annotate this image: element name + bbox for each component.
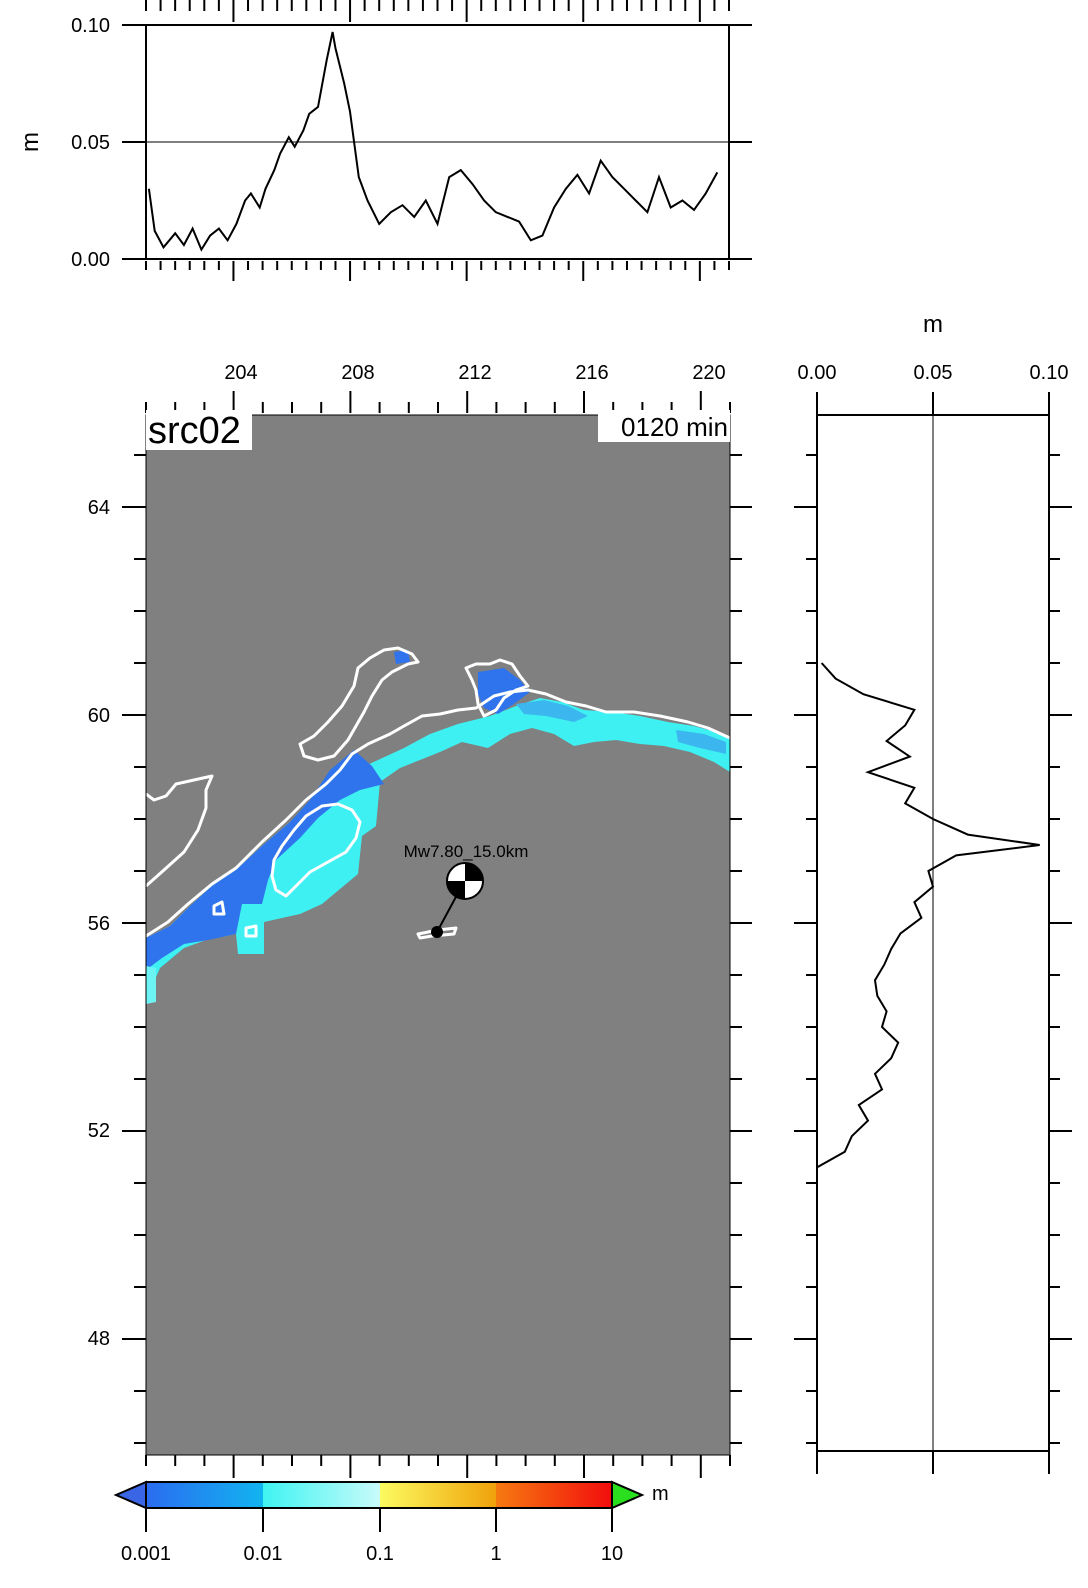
colorbar-tick-label: 0.01	[244, 1543, 283, 1565]
coastline-islet-1	[212, 900, 226, 916]
event-label: Mw7.80_15.0km	[404, 842, 529, 861]
top-profile-panel: m 0.10 0.05 0.00	[17, 0, 752, 281]
map-xtick-label: 220	[692, 362, 725, 384]
colorbar-tick-label: 10	[601, 1543, 623, 1565]
map-ticks	[122, 391, 752, 1478]
colorbar-tick-label: 0.1	[366, 1543, 394, 1565]
coastline-inlet	[298, 646, 420, 762]
beachball-quadrant-2	[447, 881, 465, 899]
colorbar-over-triangle	[611, 1480, 645, 1510]
time-label-box	[598, 410, 730, 442]
top-profile-ytick-label: 0.00	[71, 249, 110, 271]
beachball-quadrant-1	[465, 863, 483, 881]
map-panel: Mw7.80_15.0km 204 208 212 216 220 64 60 …	[88, 362, 752, 1478]
top-profile-series-line	[147, 31, 719, 252]
focal-mechanism-marker: Mw7.80_15.0km	[404, 842, 529, 938]
wave-band-gulf-east	[478, 668, 530, 714]
coastline	[146, 646, 730, 940]
map-ytick-label: 48	[88, 1328, 110, 1350]
top-profile-ylabel: m	[17, 132, 44, 152]
right-profile-xtick-label: 0.00	[798, 362, 837, 384]
colorbar-segment	[146, 1482, 263, 1508]
map-ytick-label: 52	[88, 1120, 110, 1142]
colorbar-segment	[496, 1482, 612, 1508]
colorbar-unit: m	[652, 1483, 669, 1505]
colorbar-segment	[380, 1482, 496, 1508]
right-profile-xtick-label: 0.05	[914, 362, 953, 384]
map-ytick-label: 64	[88, 497, 110, 519]
colorbar-segment	[263, 1482, 380, 1508]
colorbar: 0.001 0.01 0.1 1 10 m	[113, 1480, 669, 1565]
source-label-box	[146, 410, 252, 450]
map-xtick-label: 212	[458, 362, 491, 384]
coastline-peninsula-west	[146, 774, 214, 888]
coastline-island-kodiak	[270, 802, 362, 898]
right-profile-xlabel: m	[923, 311, 943, 338]
source-label: src02	[148, 410, 241, 452]
colorbar-tick-label: 0.001	[121, 1543, 171, 1565]
colorbar-tick-label: 1	[490, 1543, 501, 1565]
wave-band-south-edge	[146, 966, 156, 1004]
top-profile-ticks	[122, 0, 752, 281]
right-profile-panel: m 0.00 0.05 0.10	[794, 311, 1072, 1474]
right-profile-ticks	[794, 392, 1072, 1474]
top-profile-ytick-label: 0.05	[71, 132, 110, 154]
wave-band-east-tip	[676, 730, 726, 754]
map-xtick-label: 204	[224, 362, 257, 384]
coastline-main	[146, 688, 730, 938]
colorbar-under-triangle	[113, 1480, 147, 1510]
map-ytick-label: 60	[88, 705, 110, 727]
colorbar-ticks	[145, 1508, 613, 1532]
coastline-islet-2	[244, 924, 258, 938]
map-xtick-label: 216	[575, 362, 608, 384]
map-xtick-label: 208	[341, 362, 374, 384]
time-label: 0120 min	[621, 412, 728, 442]
right-profile-xtick-label: 0.10	[1030, 362, 1069, 384]
coastline-gulf-bay	[464, 658, 530, 718]
epicenter-dot	[431, 926, 443, 938]
right-profile-series-line	[816, 662, 1040, 1169]
top-profile-ytick-label: 0.10	[71, 15, 110, 37]
wave-band-gulf-north	[394, 650, 410, 664]
wave-band-east-coast	[516, 700, 588, 722]
map-ytick-label: 56	[88, 913, 110, 935]
